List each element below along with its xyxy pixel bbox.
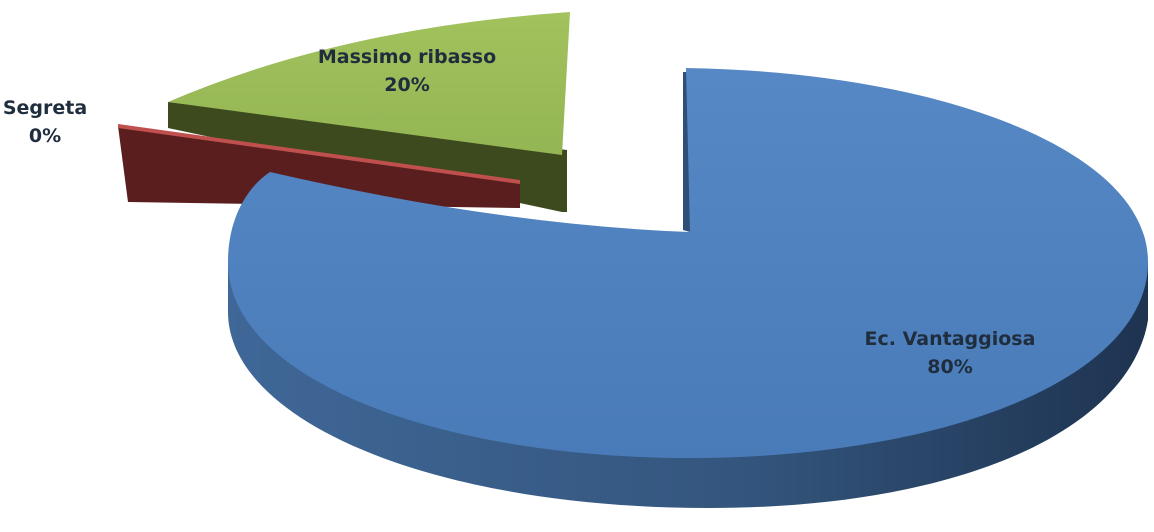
data-label-massimo-ribasso-percent: 20%: [384, 74, 429, 96]
data-label-ec-vantaggiosa-category: Ec. Vantaggiosa: [865, 328, 1036, 350]
pie-slice-segreta-side: [118, 126, 520, 208]
data-label-segreta-category: Segreta: [3, 97, 87, 119]
pie-slice-massimo-ribasso: [168, 12, 570, 155]
pie-slice-segreta: [118, 124, 520, 184]
pie-top-layer: [118, 12, 1148, 458]
data-label-segreta-percent: 0%: [29, 125, 61, 147]
data-label-ec-vantaggiosa-percent: 80%: [927, 356, 972, 378]
pie-slice-ec-vantaggiosa: [228, 68, 1148, 458]
pie-label-layer: Ec. Vantaggiosa 80% Massimo ribasso 20% Segr…: [3, 46, 1036, 378]
data-label-massimo-ribasso-category: Massimo ribasso: [318, 46, 496, 68]
